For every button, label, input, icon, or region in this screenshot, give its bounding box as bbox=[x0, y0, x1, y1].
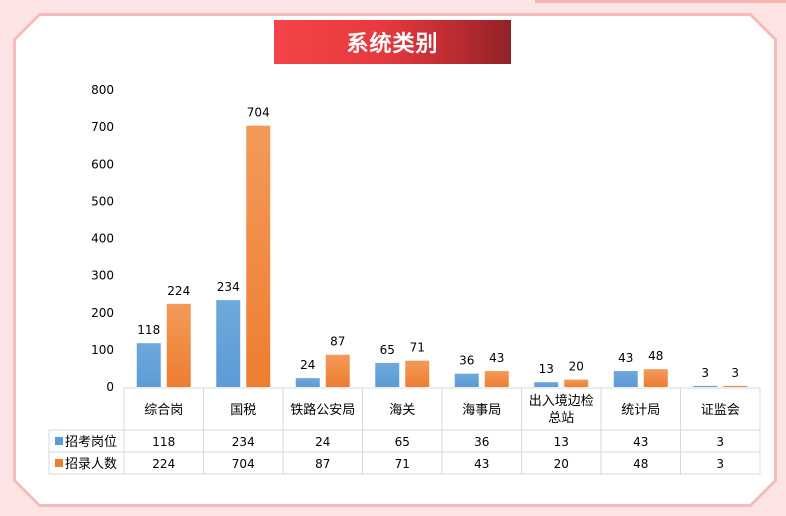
bar-positions-1 bbox=[216, 300, 241, 387]
table-cell: 704 bbox=[232, 457, 255, 471]
data-label: 224 bbox=[167, 284, 190, 298]
data-label: 36 bbox=[459, 354, 474, 368]
bar-positions-4 bbox=[454, 373, 479, 387]
table-cell: 24 bbox=[315, 435, 330, 449]
data-label: 87 bbox=[330, 335, 345, 349]
bar-positions-3 bbox=[375, 362, 400, 387]
category-label: 总站 bbox=[548, 411, 574, 426]
category-label: 出入境边检 bbox=[529, 394, 594, 409]
table-cell: 87 bbox=[315, 457, 330, 471]
legend-swatch bbox=[55, 459, 63, 467]
bar-positions-6 bbox=[613, 371, 638, 387]
data-label: 43 bbox=[618, 351, 633, 365]
bar-hires-4 bbox=[484, 371, 509, 387]
bar-positions-5 bbox=[534, 382, 559, 387]
table-cell: 3 bbox=[716, 457, 724, 471]
table-cell: 234 bbox=[232, 435, 255, 449]
y-tick-label: 700 bbox=[91, 120, 114, 134]
data-label: 48 bbox=[648, 349, 663, 363]
table-cell: 118 bbox=[152, 435, 175, 449]
table-cell: 13 bbox=[554, 435, 569, 449]
data-label: 234 bbox=[217, 280, 240, 294]
y-tick-label: 500 bbox=[91, 194, 114, 208]
table-cell: 224 bbox=[152, 457, 175, 471]
table-cell: 65 bbox=[395, 435, 410, 449]
category-label: 海关 bbox=[389, 403, 415, 418]
table-cell: 43 bbox=[633, 435, 648, 449]
data-label: 20 bbox=[569, 360, 584, 374]
table-cell: 36 bbox=[474, 435, 489, 449]
y-tick-label: 600 bbox=[91, 157, 114, 171]
legend-label: 招录人数 bbox=[65, 457, 117, 472]
bar-hires-6 bbox=[643, 369, 668, 387]
category-label: 海事局 bbox=[462, 403, 501, 418]
bar-hires-0 bbox=[166, 303, 191, 387]
data-label: 43 bbox=[489, 351, 504, 365]
data-label: 13 bbox=[539, 362, 554, 376]
bar-hires-7 bbox=[723, 385, 748, 387]
data-label: 24 bbox=[300, 358, 315, 372]
y-tick-label: 400 bbox=[91, 232, 114, 246]
y-tick-label: 0 bbox=[106, 380, 114, 394]
bar-positions-0 bbox=[136, 343, 161, 387]
category-label: 国税 bbox=[230, 403, 256, 418]
y-tick-label: 100 bbox=[91, 343, 114, 357]
chart-card bbox=[16, 16, 774, 504]
bar-hires-1 bbox=[246, 125, 271, 387]
bar-hires-5 bbox=[564, 379, 589, 387]
data-label: 3 bbox=[701, 366, 709, 380]
category-label: 综合岗 bbox=[144, 403, 183, 418]
data-label: 3 bbox=[731, 366, 739, 380]
legend-label: 招考岗位 bbox=[65, 435, 117, 450]
bar-hires-2 bbox=[325, 354, 350, 387]
y-tick-label: 300 bbox=[91, 269, 114, 283]
data-label: 71 bbox=[410, 341, 425, 355]
y-tick-label: 800 bbox=[91, 83, 114, 97]
table-cell: 71 bbox=[395, 457, 410, 471]
table-cell: 20 bbox=[554, 457, 569, 471]
category-label: 证监会 bbox=[701, 403, 740, 418]
data-label: 704 bbox=[247, 106, 270, 120]
legend-swatch bbox=[55, 437, 63, 445]
table-cell: 43 bbox=[474, 457, 489, 471]
chart-title: 系统类别 bbox=[274, 20, 511, 64]
top-decoration-strip bbox=[535, 0, 786, 3]
y-tick-label: 200 bbox=[91, 306, 114, 320]
bar-hires-3 bbox=[405, 360, 430, 387]
data-label: 118 bbox=[137, 323, 160, 337]
bar-positions-2 bbox=[295, 378, 320, 387]
table-cell: 48 bbox=[633, 457, 648, 471]
data-label: 65 bbox=[380, 343, 395, 357]
category-label: 统计局 bbox=[621, 403, 660, 418]
table-cell: 3 bbox=[716, 435, 724, 449]
category-label: 铁路公安局 bbox=[290, 402, 355, 418]
bar-positions-7 bbox=[693, 385, 718, 387]
